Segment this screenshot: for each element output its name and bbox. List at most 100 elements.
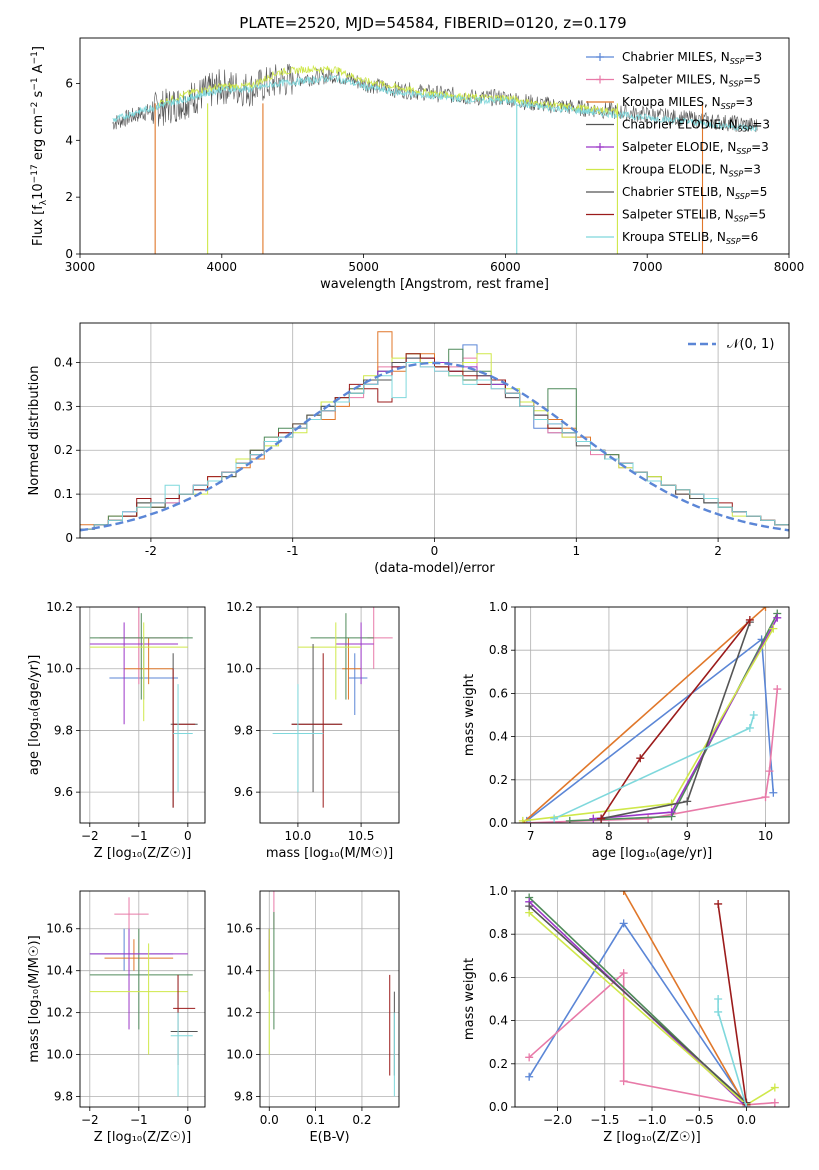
spectrum-xtick-label: 4000: [207, 260, 238, 274]
weight_vs_age-ytick-label: 0.2: [489, 773, 508, 787]
weight_vs_age-ytick-label: 0.0: [489, 816, 508, 830]
legend-marker: [596, 53, 604, 61]
legend-label-sub: SSP: [730, 57, 745, 66]
legend-label-sub: SSP: [736, 147, 751, 156]
weight-line: [717, 903, 748, 1105]
weight-marker: [619, 891, 628, 895]
age_vs_Z-ytick-label: 9.6: [54, 785, 73, 799]
weight-marker: [765, 767, 774, 776]
weight-marker: [745, 615, 754, 624]
legend-marker: [596, 75, 604, 84]
spectrum-ylabel: Flux [fλ10−17 erg cm−2 s−1 A−1]: [30, 46, 49, 246]
residuals-ytick-label: 0.1: [54, 487, 73, 501]
weight-line: [600, 621, 751, 820]
legend-label-suffix: =5: [748, 208, 766, 222]
age_vs_mass-axes: 10.0 10.5 9.6 9.8 10.0 10.2 mass [log₁₀(M/M☉)]: [226, 600, 399, 861]
mass_vs_Z-ytick-label: 10.4: [46, 964, 73, 978]
mass_vs_Z-ytick-label: 9.8: [54, 1090, 73, 1104]
age_vs_mass-xtick-label: 10.5: [348, 829, 375, 843]
legend-label-suffix: =3: [735, 95, 753, 109]
mass_vs_ebv-xtick-label: 0.1: [306, 1113, 325, 1127]
legend-label-sub: SSP: [721, 102, 736, 111]
weight_vs_Z-ytick-label: 0.6: [489, 970, 508, 984]
weight_vs_age-xtick-label: 9: [683, 829, 691, 843]
weight-marker: [667, 808, 676, 817]
weight_vs_age-xtick-label: 8: [605, 829, 613, 843]
weight_vs_age-frame: [514, 606, 790, 824]
weight_vs_age-ytick-label: 0.8: [489, 643, 508, 657]
legend-label-suffix: =3: [744, 50, 762, 64]
age_vs_mass-frame: [259, 606, 400, 824]
weight_vs_Z-xtick-label: −1.5: [590, 1113, 619, 1127]
weight_vs_Z-ytick-label: 0.4: [489, 1014, 508, 1028]
mass_vs_Z-frame: [79, 890, 206, 1108]
spectrum-ylabel-part: erg cm: [31, 115, 46, 164]
weight-marker: [770, 1083, 779, 1092]
figure-title: PLATE=2520, MJD=54584, FIBERID=0120, z=0…: [239, 14, 626, 32]
legend-label-sub: SSP: [726, 237, 741, 246]
weight-marker: [636, 754, 645, 763]
weight-line: [526, 637, 775, 822]
residuals-xtick-label: 2: [714, 544, 722, 558]
weight-marker: [714, 995, 723, 1003]
weight-line: [522, 628, 774, 822]
weight-marker: [769, 624, 778, 633]
legend-label-suffix: =3: [743, 163, 761, 177]
weight-marker: [619, 969, 628, 978]
weight-line: [553, 714, 755, 820]
spectrum-ylabel-part: −2: [30, 102, 40, 115]
weight_vs_Z-ytick-label: 1.0: [489, 884, 508, 898]
residuals-xtick-label: 1: [572, 544, 580, 558]
spectrum-ylabel-part: −17: [30, 164, 40, 183]
age_vs_Z-xtick-label: −1: [130, 829, 148, 843]
mass_vs_ebv-ytick-label: 10.0: [226, 1048, 253, 1062]
residuals-ytick-label: 0.4: [54, 355, 73, 369]
legend-label-prefix: Chabrier ELODIE, N: [622, 118, 738, 132]
legend-label: Kroupa MILES, NSSP=3: [622, 95, 753, 111]
spectrum-frame: [79, 37, 790, 255]
mass_vs_ebv-frame: [259, 890, 400, 1108]
age_vs_Z-frame: [79, 606, 206, 824]
weight-marker: [683, 797, 692, 806]
spectrum-ylabel-part: 10: [31, 183, 46, 200]
spectrum-ytick-label: 0: [65, 247, 73, 261]
age_vs_mass-ytick-label: 9.8: [234, 723, 253, 737]
hist-step: [80, 362, 789, 538]
weight-marker: [619, 919, 628, 928]
weight-marker: [525, 902, 534, 911]
spectrum-xlabel: wavelength [Angstrom, rest frame]: [320, 277, 549, 292]
age_vs_Z-ytick-label: 10.2: [46, 600, 73, 614]
residuals-xlabel: (data-model)/error: [374, 561, 495, 576]
legend-label-sub: SSP: [738, 125, 753, 134]
weight_vs_age-xtick-label: 7: [527, 829, 535, 843]
weight_vs_Z-xtick-label: −2.0: [543, 1113, 572, 1127]
weight_vs_age-xlabel: age [log₁₀(age/yr)]: [592, 846, 713, 861]
weight-marker: [769, 788, 778, 797]
weight-marker: [597, 814, 606, 823]
age_vs_mass-ytick-label: 9.6: [234, 785, 253, 799]
legend-label: Salpeter STELIB, NSSP=5: [622, 208, 766, 224]
legend-label-suffix: =5: [750, 185, 768, 199]
age_vs_mass-ytick-label: 10.0: [226, 662, 253, 676]
weight-marker: [565, 816, 574, 823]
age_vs_Z-points: [89, 607, 198, 808]
age_vs_Z-xlabel: Z [log₁₀(Z/Z☉)]: [94, 846, 191, 861]
mass_vs_Z-ytick-label: 10.6: [46, 922, 73, 936]
weight_vs_Z-ylabel: mass weight: [462, 958, 477, 1040]
residuals-xtick-label: -2: [145, 544, 157, 558]
mass_vs_ebv-axes: 0.0 0.1 0.2 9.8 10.0 10.2 10.4 10.6 E(B-V): [226, 891, 399, 1145]
weight-marker: [773, 685, 782, 694]
age_vs_Z-xtick-label: 0: [184, 829, 192, 843]
weight-marker: [761, 793, 770, 802]
age_vs_mass-points: [272, 607, 393, 808]
weight-marker: [644, 814, 653, 823]
weight-line: [528, 905, 748, 1104]
legend-label-sub: SSP: [729, 170, 744, 179]
mass_vs_Z-ytick-label: 10.0: [46, 1048, 73, 1062]
weight-marker: [742, 1103, 751, 1107]
weight_vs_age-axes: 7 8 9 10 0.0 0.2 0.4 0.6 0.8 1.0 age [log₁₀(age/yr…: [462, 600, 789, 861]
legend-label-sub: SSP: [734, 215, 749, 224]
legend-label: Salpeter MILES, NSSP=5: [622, 73, 761, 89]
